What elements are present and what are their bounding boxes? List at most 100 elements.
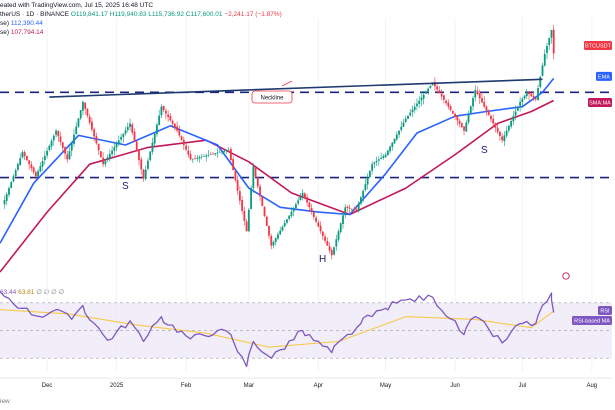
candle-body (131, 124, 134, 133)
x-tick-label: Jul (518, 383, 526, 389)
candle-body (48, 145, 51, 150)
neckline-callout-text: Neckline (260, 96, 284, 102)
candle-body (377, 159, 380, 161)
candle-body (52, 135, 55, 141)
candle-body (212, 153, 214, 155)
candle-body (265, 216, 268, 226)
candle-body (288, 215, 291, 219)
candle-body (481, 98, 483, 103)
candle-body (534, 98, 537, 100)
candle-body (494, 123, 497, 128)
candle-body (460, 123, 463, 128)
candle-body (194, 158, 196, 159)
candle-body (160, 106, 163, 116)
candle-body (43, 155, 46, 161)
candle-body (312, 212, 315, 217)
candle-body (162, 105, 165, 111)
candle-body (541, 65, 544, 76)
header-sma-row: se) 107,794.14 (0, 29, 43, 36)
candle-body (88, 116, 91, 123)
candle-body (250, 188, 252, 210)
candle-body (57, 130, 60, 137)
ohlc-high: H119,940.83 (109, 11, 147, 18)
rsi-ma-tag-box (572, 315, 612, 325)
neckline-group: Neckline (49, 78, 543, 104)
ohlc-change: −2,241.17 (−1.87%) (224, 11, 282, 18)
neckline-pointer (281, 80, 293, 87)
candle-body (463, 126, 465, 131)
sma-price-tag-text: SMA:MA (589, 100, 611, 106)
candle-body (375, 160, 378, 163)
candle-body (66, 154, 69, 160)
candle-body (490, 115, 492, 120)
candle-body (550, 29, 553, 38)
candle-body (510, 121, 513, 127)
candle-body (126, 126, 129, 130)
candle-body (351, 209, 353, 210)
candle-body (230, 148, 232, 160)
ohlc-close: C117,600.01 (185, 11, 223, 18)
candle-body (386, 150, 389, 156)
candle-body (180, 136, 183, 141)
candle-body (200, 156, 203, 158)
candle-body (416, 103, 418, 107)
rsi-value: 63.44 (0, 289, 17, 296)
candle-body (418, 100, 421, 104)
candle-body (147, 160, 149, 169)
candle-body (427, 88, 430, 92)
candle-body (485, 106, 488, 111)
candle-body (548, 37, 551, 46)
candle-body (543, 53, 546, 66)
candle-body (75, 126, 78, 135)
candle-body (64, 147, 66, 154)
candle-body (102, 157, 105, 165)
rsi-ma-tag-text: RSI-based MA (574, 318, 610, 324)
candle-body (169, 115, 172, 121)
footer-text: iew (0, 398, 10, 405)
candle-body (133, 131, 136, 142)
btc-price-tag-text: BTCUSDT (585, 43, 612, 49)
sma-label: se) (0, 29, 10, 36)
candle-body (355, 209, 358, 211)
candle-body (440, 93, 443, 97)
ema-price-tag-text: EMA (598, 74, 610, 80)
head-label: H (319, 254, 326, 265)
candle-body (95, 136, 98, 144)
candle-body (525, 92, 528, 97)
price-tags: BTCUSDT EMA SMA:MA RSI RSI-based MA (562, 40, 612, 325)
candle-body (221, 151, 223, 153)
candle-body (117, 140, 120, 144)
candle-body (384, 154, 387, 157)
candle-body (492, 118, 495, 124)
candle-body (59, 136, 62, 143)
x-tick-label: Jun (450, 383, 460, 389)
candle-body (333, 247, 335, 255)
candle-body (425, 91, 427, 94)
candle-body (108, 153, 111, 159)
candle-body (124, 130, 127, 134)
candle-body (317, 222, 320, 227)
sma-line (0, 99, 555, 273)
candle-body (445, 100, 448, 104)
candle-body (472, 98, 474, 107)
candle-body (404, 118, 407, 122)
candle-body (528, 92, 530, 95)
candle-body (46, 150, 48, 156)
candle-body (330, 249, 333, 256)
candle-body (272, 241, 275, 246)
candle-body (135, 141, 138, 151)
candle-body (232, 159, 235, 171)
candle-body (198, 157, 201, 159)
candle-body (346, 206, 349, 208)
candle-body (99, 151, 102, 158)
candle-body (263, 206, 266, 216)
candle-body (3, 200, 6, 205)
candle-body (402, 122, 405, 127)
candle-body (115, 143, 118, 148)
candle-body (207, 154, 210, 156)
candle-body (205, 155, 208, 157)
rsi-line (0, 291, 555, 368)
candle-body (505, 130, 508, 136)
candle-body (429, 85, 432, 88)
